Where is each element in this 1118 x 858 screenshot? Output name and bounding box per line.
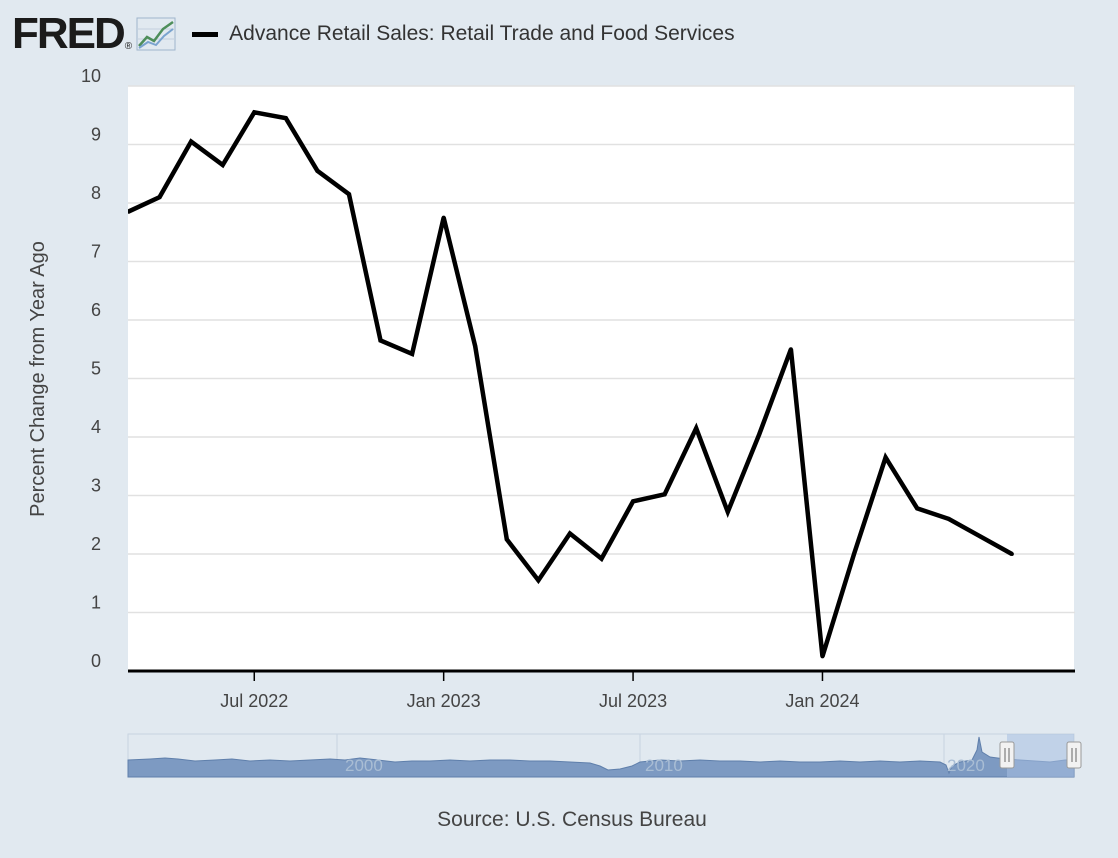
legend-label: Advance Retail Sales: Retail Trade and F…: [229, 22, 735, 45]
y-axis-title: Percent Change from Year Ago: [27, 241, 49, 517]
series-point[interactable]: [567, 531, 572, 536]
y-tick-label: 10: [81, 66, 101, 86]
source-note: Source: U.S. Census Bureau: [437, 808, 707, 831]
series-point[interactable]: [599, 556, 604, 561]
series-point[interactable]: [536, 578, 541, 583]
navigator-label-2010: 2010: [645, 756, 683, 775]
y-tick-label: 7: [91, 242, 101, 262]
series-point[interactable]: [346, 192, 351, 197]
navigator-handle-left[interactable]: [999, 741, 1015, 769]
x-tick-label: Jan 2023: [407, 691, 481, 711]
x-tick-label: Jul 2023: [599, 691, 667, 711]
registered-mark: ®: [124, 41, 133, 52]
y-tick-label: 1: [91, 593, 101, 613]
series-point[interactable]: [852, 552, 857, 556]
series-point[interactable]: [1009, 552, 1014, 556]
legend-swatch: [192, 31, 219, 37]
x-tick-label: Jan 2024: [785, 691, 859, 711]
series-point[interactable]: [441, 215, 446, 220]
y-axis-ticks: 0 1 2 3 4 5 6 7 8 9 10: [81, 66, 101, 671]
series-point[interactable]: [283, 116, 288, 121]
navigator-handle-right[interactable]: [1066, 741, 1082, 769]
series-point[interactable]: [631, 499, 636, 504]
series-point[interactable]: [189, 139, 194, 144]
series-point[interactable]: [315, 168, 320, 173]
y-tick-label: 9: [91, 125, 101, 145]
y-tick-label: 8: [91, 183, 101, 203]
navigator-label-2020: 2020: [947, 756, 985, 775]
series-point[interactable]: [788, 347, 793, 352]
navigator-selected-window[interactable]: [1007, 734, 1074, 777]
series-point[interactable]: [757, 432, 762, 437]
y-tick-label: 5: [91, 359, 101, 379]
series-point[interactable]: [883, 455, 888, 460]
series-point[interactable]: [378, 338, 383, 343]
series-point[interactable]: [220, 162, 225, 167]
series-point[interactable]: [915, 506, 920, 511]
y-tick-label: 3: [91, 476, 101, 496]
series-point[interactable]: [410, 351, 415, 356]
series-point[interactable]: [157, 195, 162, 200]
x-axis-ticks: Jul 2022 Jan 2023 Jul 2023 Jan 2024: [220, 671, 860, 711]
x-tick-label: Jul 2022: [220, 691, 288, 711]
series-point[interactable]: [473, 344, 478, 349]
series-point[interactable]: [946, 516, 951, 521]
series-point[interactable]: [978, 534, 983, 539]
y-tick-label: 0: [91, 651, 101, 671]
y-tick-label: 2: [91, 534, 101, 554]
gridlines: [128, 85, 1075, 614]
y-tick-label: 6: [91, 300, 101, 320]
series-point[interactable]: [820, 654, 825, 659]
series-point[interactable]: [504, 537, 509, 542]
chart-header: FRED ® Advance Retail Sales: Retail Trad…: [12, 12, 735, 56]
series-points: [126, 110, 1014, 659]
series-point[interactable]: [662, 492, 667, 497]
series-point[interactable]: [126, 209, 130, 214]
line-graph-icon: [136, 17, 176, 51]
y-tick-label: 4: [91, 417, 101, 437]
range-navigator[interactable]: 2000 2010 2020: [127, 733, 1082, 778]
fred-logo[interactable]: FRED: [12, 9, 126, 58]
series-point[interactable]: [725, 509, 730, 514]
chart-legend[interactable]: Advance Retail Sales: Retail Trade and F…: [192, 22, 735, 46]
navigator-label-2000: 2000: [345, 756, 383, 775]
navigator-series-area: [127, 736, 1075, 778]
series-point[interactable]: [252, 110, 257, 115]
series-point[interactable]: [694, 426, 699, 431]
